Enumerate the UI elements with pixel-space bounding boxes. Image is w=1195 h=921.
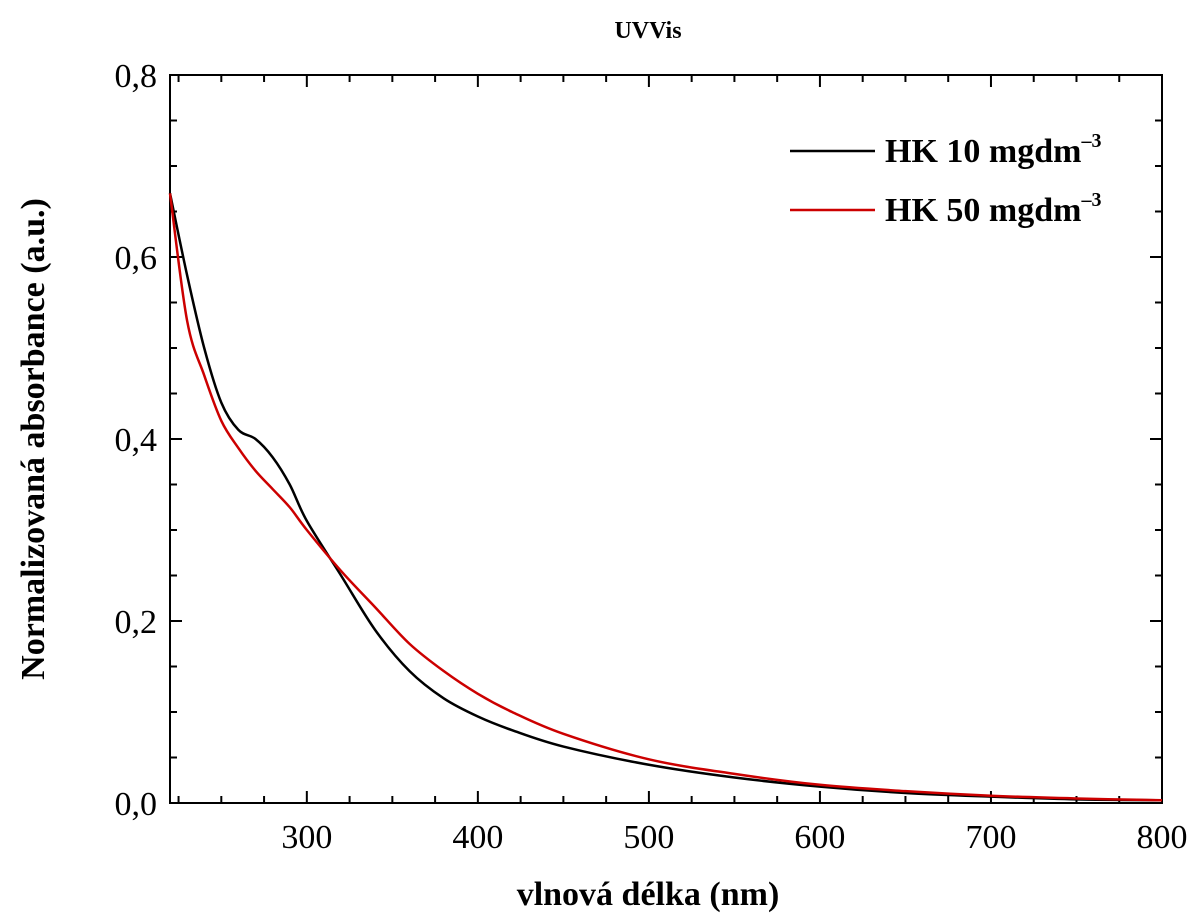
axis-tick-labels: 300 400 500 600 700 800 0,0 0,2 0,4 0,6 0,8 [115,58,1188,856]
x-tick-label: 600 [794,819,845,856]
x-tick-label: 300 [281,819,332,856]
legend: HK 10 mgdm–3 HK 50 mgdm–3 [790,130,1101,229]
x-tick-label: 800 [1137,819,1188,856]
plot-frame [169,74,1163,804]
y-tick-label: 0,8 [115,58,158,95]
legend-label-hk50: HK 50 mgdm–3 [885,189,1101,229]
x-axis-label: vlnová délka (nm) [517,876,780,913]
x-tick-label: 400 [452,819,503,856]
y-tick-label: 0,2 [115,604,158,641]
y-tick-label: 0,4 [115,422,158,459]
series-line-hk50 [168,193,1163,802]
x-tick-label: 700 [965,819,1016,856]
series-line-hk10 [168,193,1163,802]
series-lines [168,193,1163,802]
chart-title: UVVis [614,18,681,44]
legend-label-hk10: HK 10 mgdm–3 [885,130,1101,170]
axis-ticks [170,75,1162,803]
y-tick-label: 0,6 [115,240,158,277]
y-axis-label: Normalizovaná absorbance (a.u.) [15,198,52,680]
y-tick-label: 0,0 [115,786,158,823]
x-tick-label: 500 [623,819,674,856]
